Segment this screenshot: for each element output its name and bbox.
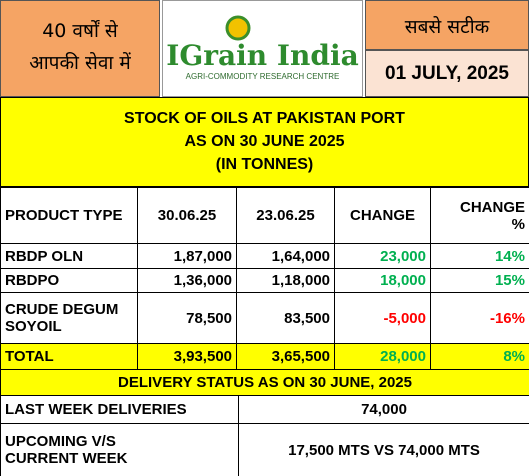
product-name: TOTAL: [0, 343, 138, 370]
cell-value: 83,500: [236, 292, 335, 344]
logo-title: IGrain India: [166, 39, 359, 72]
cell-value: 1,64,000: [236, 243, 335, 269]
title: STOCK OF OILS AT PAKISTAN PORT AS ON 30 …: [0, 97, 529, 187]
cell-value: 78,500: [137, 292, 237, 344]
delivery-title: DELIVERY STATUS AS ON 30 JUNE, 2025: [0, 369, 529, 396]
cell-value: 18,000: [334, 268, 431, 293]
product-name: RBDP OLN: [0, 243, 138, 269]
delivery-label: LAST WEEK DELIVERIES: [0, 395, 239, 424]
column-header: PRODUCT TYPE: [0, 187, 138, 244]
stock-table: PRODUCT TYPE 30.06.25 23.06.25 CHANGE CH…: [0, 187, 529, 370]
delivery-table: DELIVERY STATUS AS ON 30 JUNE, 2025 LAST…: [0, 369, 529, 476]
cell-value: 23,000: [334, 243, 431, 269]
column-header: 30.06.25: [137, 187, 237, 244]
delivery-value: 17,500 MTS VS 74,000 MTS: [237, 423, 529, 476]
banner-text: 40 वर्षों से: [42, 20, 118, 42]
header-row: PRODUCT TYPE 30.06.25 23.06.25 CHANGE CH…: [0, 187, 529, 244]
delivery-value: 74,000: [237, 395, 529, 424]
column-header: 23.06.25: [236, 187, 335, 244]
cell-value: 1,18,000: [236, 268, 335, 293]
banner-text: आपकी सेवा में: [29, 52, 131, 74]
logo-icon: [225, 15, 251, 41]
title-line: STOCK OF OILS AT PAKISTAN PORT: [124, 110, 405, 127]
title-line: AS ON 30 JUNE 2025: [184, 133, 345, 150]
banner-text: सबसे सटीक: [404, 16, 490, 38]
product-name: RBDPO: [0, 268, 138, 293]
column-header: CHANGE %: [430, 187, 529, 244]
date: 01 JULY, 2025: [365, 50, 529, 97]
logo: IGrain India AGRI-COMMODITY RESEARCH CEN…: [162, 0, 363, 97]
delivery-label: UPCOMING V/S CURRENT WEEK: [0, 423, 239, 476]
cell-value: 3,65,500: [236, 343, 335, 370]
table-row: CRUDE DEGUM SOYOIL 78,500 83,500 -5,000 -16%: [0, 292, 529, 344]
table-row: RBDPO 1,36,000 1,18,000 18,000 15%: [0, 268, 529, 293]
cell-value: 28,000: [334, 343, 431, 370]
product-name: CRUDE DEGUM SOYOIL: [0, 292, 138, 344]
cell-value: 14%: [430, 243, 529, 269]
table-row: RBDP OLN 1,87,000 1,64,000 23,000 14%: [0, 243, 529, 269]
left-banner: 40 वर्षों से आपकी सेवा में: [0, 0, 160, 97]
title-line: (IN TONNES): [215, 156, 314, 173]
table-row: TOTAL 3,93,500 3,65,500 28,000 8%: [0, 343, 529, 370]
right-banner: सबसे सटीक: [365, 0, 529, 50]
cell-value: 8%: [430, 343, 529, 370]
column-header: CHANGE: [334, 187, 431, 244]
cell-value: 1,36,000: [137, 268, 237, 293]
cell-value: -5,000: [334, 292, 431, 344]
cell-value: 3,93,500: [137, 343, 237, 370]
cell-value: 15%: [430, 268, 529, 293]
cell-value: 1,87,000: [137, 243, 237, 269]
cell-value: -16%: [430, 292, 529, 344]
logo-subtitle: AGRI-COMMODITY RESEARCH CENTRE: [185, 72, 340, 81]
